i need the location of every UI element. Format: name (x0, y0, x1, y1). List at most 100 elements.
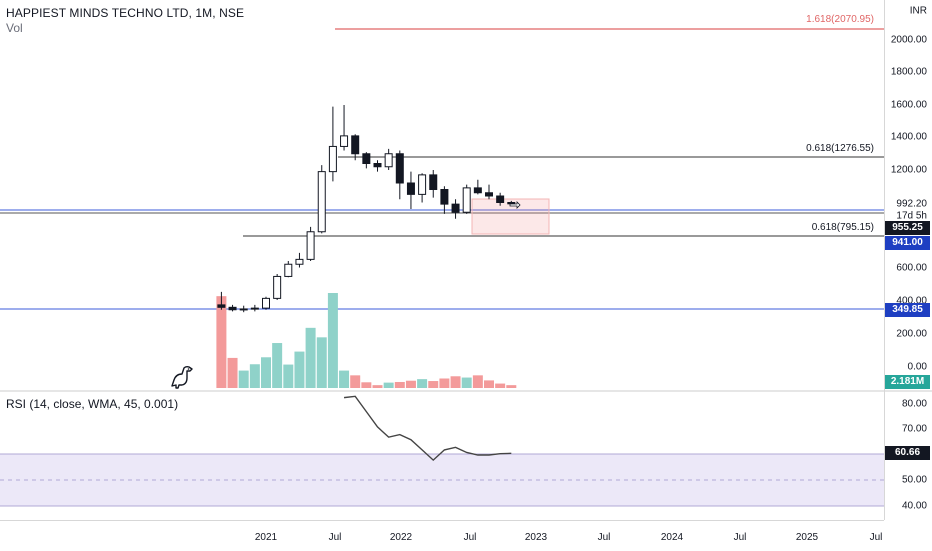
volume-bar[interactable] (417, 379, 428, 388)
price-tick-200: 200.00 (896, 328, 927, 340)
rsi-value-tag[interactable]: 60.66 (885, 446, 930, 460)
volume-bar[interactable] (461, 377, 472, 388)
volume-bar[interactable] (316, 337, 327, 388)
pane-divider[interactable] (0, 390, 932, 392)
rsi-line[interactable] (343, 395, 512, 462)
time-axis[interactable] (0, 520, 884, 551)
time-label-2021: 2021 (254, 532, 278, 543)
volume-bar[interactable] (405, 380, 416, 388)
candle-body (473, 187, 482, 194)
candle-body (262, 297, 270, 309)
volume-bar[interactable] (472, 375, 483, 388)
volume-bar[interactable] (294, 351, 305, 388)
volume-bar[interactable] (450, 376, 461, 388)
candle[interactable] (406, 171, 415, 209)
volume-bar[interactable] (227, 357, 238, 388)
candle[interactable] (384, 148, 393, 170)
volume-bar[interactable] (305, 327, 316, 388)
volume-bar[interactable] (339, 370, 350, 388)
volume-bar[interactable] (216, 296, 227, 388)
candle-body (373, 163, 382, 168)
price-tick-0: 0.00 (907, 361, 927, 373)
candle[interactable] (418, 173, 427, 203)
volume-bar[interactable] (506, 385, 517, 388)
time-label-2025: 2025 (795, 532, 819, 543)
candle[interactable] (362, 152, 371, 169)
fib-label-1276: 0.618(1276.55) (806, 143, 874, 154)
candle[interactable] (262, 296, 270, 310)
time-label-jul-2025: Jul (869, 532, 883, 543)
candle[interactable] (351, 134, 360, 161)
price-tag-955[interactable]: 955.25 (885, 221, 930, 235)
candle[interactable] (373, 160, 382, 172)
price-tick-1200: 1200.00 (890, 164, 927, 176)
candle-body (306, 231, 315, 260)
volume-tag[interactable]: 2.181M (885, 375, 930, 389)
candle[interactable] (284, 261, 293, 278)
candle-body (418, 174, 427, 195)
candle-body (496, 195, 505, 203)
rsi-chart[interactable] (0, 392, 884, 520)
candle[interactable] (295, 252, 304, 268)
candle[interactable] (250, 304, 259, 312)
candle[interactable] (306, 226, 315, 261)
price-chart[interactable] (0, 0, 884, 390)
price-tick-600: 600.00 (896, 262, 927, 274)
volume-bar[interactable] (428, 381, 439, 388)
price-axis[interactable]: INR 2000.00 1800.00 1600.00 1400.00 1200… (884, 0, 932, 520)
candle[interactable] (273, 274, 282, 300)
candle-body (485, 192, 493, 197)
volume-bar[interactable] (238, 370, 249, 388)
volume-bar[interactable] (327, 293, 338, 388)
candle-body (440, 189, 449, 205)
cursor-hand-icon (509, 201, 521, 209)
volume-bar[interactable] (383, 382, 394, 388)
candle-body (284, 263, 293, 277)
price-tag-941[interactable]: 941.00 (885, 236, 930, 250)
volume-bar[interactable] (372, 385, 383, 388)
volume-bar[interactable] (283, 364, 294, 388)
candle-body (384, 153, 393, 168)
candle[interactable] (451, 199, 460, 219)
price-tag-349[interactable]: 349.85 (885, 303, 930, 317)
candle[interactable] (328, 106, 337, 182)
volume-bar[interactable] (439, 378, 450, 389)
candle[interactable] (496, 192, 505, 206)
candle[interactable] (395, 150, 404, 200)
price-tick-2000: 2000.00 (890, 34, 927, 46)
volume-bar[interactable] (272, 343, 283, 388)
time-label-jul-2023: Jul (597, 532, 611, 543)
volume-bar[interactable] (361, 382, 372, 388)
volume-bar[interactable] (495, 383, 506, 388)
candle[interactable] (228, 304, 237, 312)
candle-body (429, 174, 438, 190)
time-label-2024: 2024 (660, 532, 684, 543)
candle[interactable] (485, 184, 493, 200)
price-pane[interactable]: HAPPIEST MINDS TECHNO LTD, 1M, NSE Vol 1… (0, 0, 884, 390)
fib-label-795: 0.618(795.15) (811, 222, 874, 233)
volume-label: Vol (6, 21, 23, 35)
rsi-label: RSI (14, close, WMA, 45, 0.001) (6, 397, 179, 411)
candle-body (295, 258, 304, 265)
volume-bar[interactable] (249, 364, 260, 388)
candle[interactable] (239, 305, 248, 313)
volume-bar[interactable] (350, 375, 361, 388)
candle[interactable] (217, 291, 226, 310)
rsi-tick-50: 50.00 (901, 474, 927, 486)
rsi-tick-80: 80.00 (901, 398, 927, 410)
candle[interactable] (473, 179, 482, 195)
volume-bar[interactable] (484, 380, 494, 388)
price-tick-1400: 1400.00 (890, 131, 927, 143)
candle-body (217, 304, 226, 308)
candle-body (340, 135, 349, 147)
candle[interactable] (340, 105, 349, 151)
candle[interactable] (462, 184, 471, 214)
candle[interactable] (317, 165, 326, 234)
candle-body (328, 145, 337, 173)
candles (217, 105, 516, 313)
candle[interactable] (440, 186, 449, 214)
candle[interactable] (429, 170, 438, 198)
volume-bar[interactable] (261, 357, 271, 388)
volume-bar[interactable] (394, 381, 405, 388)
rsi-pane[interactable] (0, 392, 884, 520)
